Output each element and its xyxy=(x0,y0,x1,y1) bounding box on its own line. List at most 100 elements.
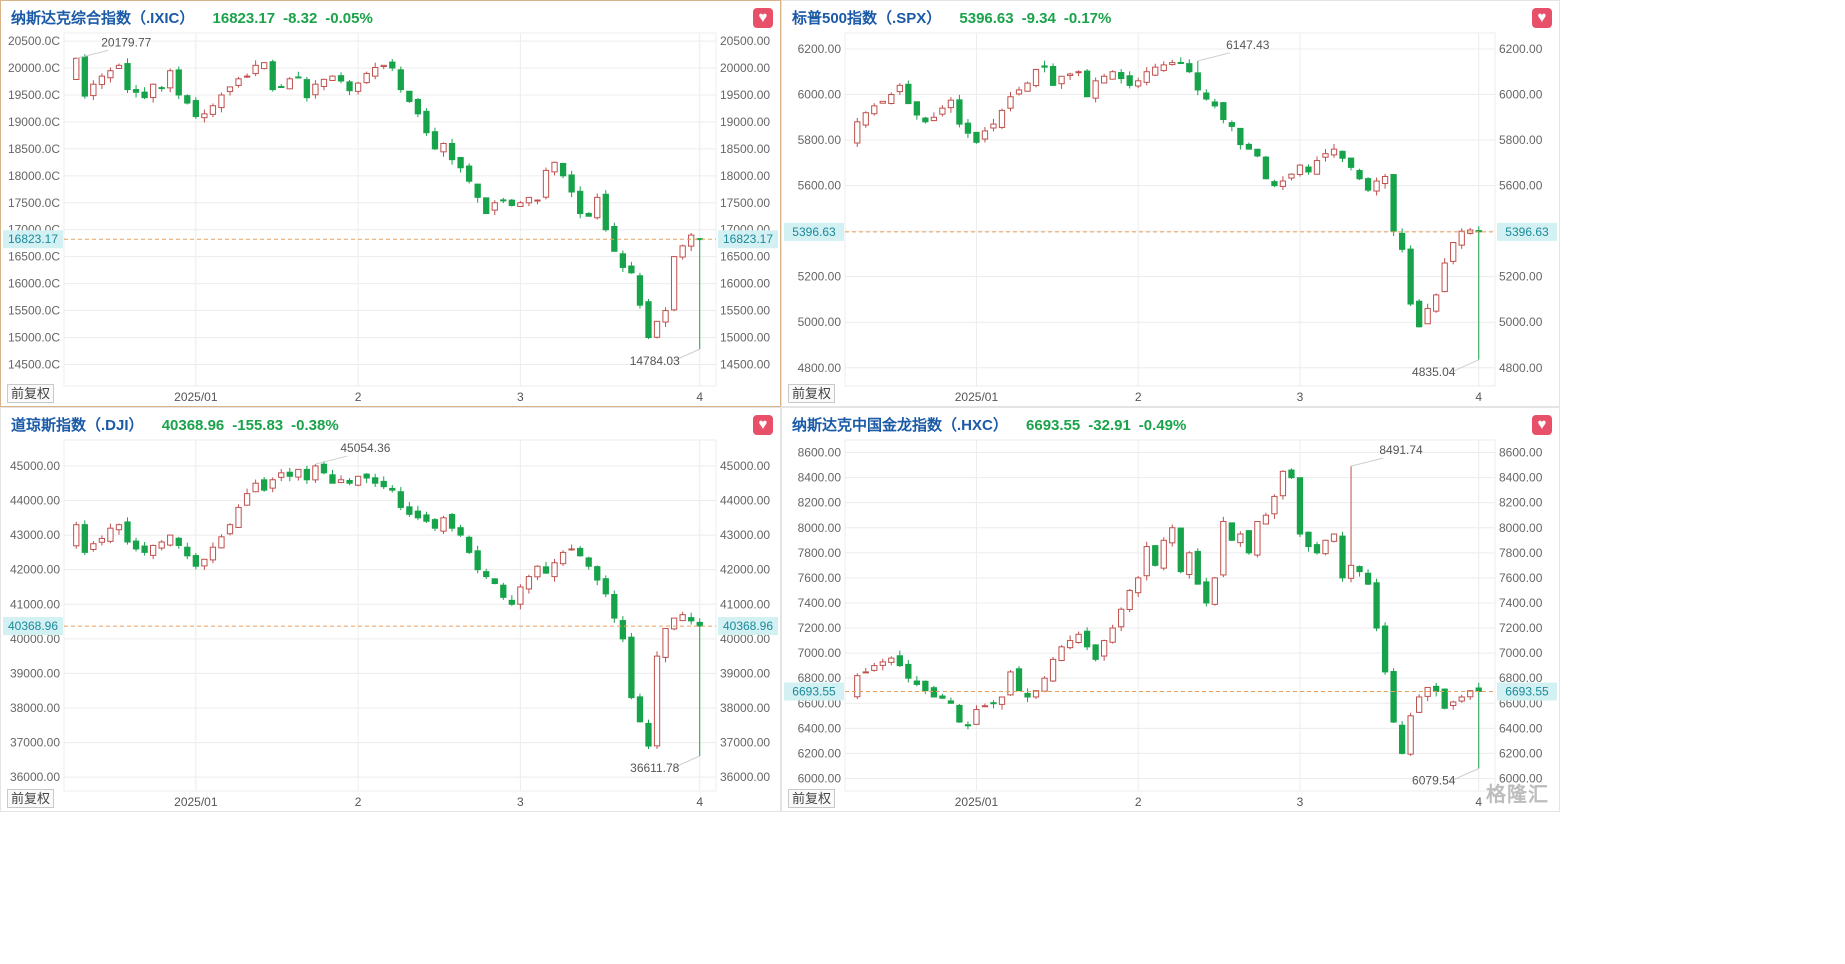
candle-body xyxy=(500,584,507,598)
candle-body xyxy=(329,474,336,484)
adjust-mode-badge[interactable]: 前复权 xyxy=(788,384,836,403)
candle-body xyxy=(474,183,481,198)
candle-body xyxy=(956,99,963,125)
candlestick-chart[interactable]: 36000.00 36000.00 37000.00 37000.00 38000.00… xyxy=(1,408,782,813)
candle-body xyxy=(209,105,217,115)
y-tick-label-left: 7800.00 xyxy=(798,546,842,560)
candle-body xyxy=(1041,677,1048,692)
candle-body xyxy=(930,116,938,122)
candle-body xyxy=(1211,577,1218,605)
panel-ixic[interactable]: 纳斯达克综合指数（.IXIC） 16823.17 -8.32 -0.05% ♥ 14… xyxy=(0,0,781,407)
y-tick-label-left: 16500.0C xyxy=(8,250,60,264)
heart-icon[interactable]: ♥ xyxy=(753,415,773,435)
y-tick-label-right: 6200.00 xyxy=(1499,42,1543,56)
heart-icon[interactable]: ♥ xyxy=(1532,8,1552,28)
candle-body xyxy=(888,657,895,663)
y-tick-label-left: 37000.00 xyxy=(10,736,60,750)
y-tick-label-right: 16000.00 xyxy=(720,277,770,291)
adjust-mode-badge[interactable]: 前复权 xyxy=(7,384,55,403)
candle-body xyxy=(1373,582,1380,629)
y-tick-label-left: 14500.0C xyxy=(8,357,60,371)
candle-body xyxy=(508,199,515,206)
panel-hxc[interactable]: 纳斯达克中国金龙指数（.HXC） 6693.55 -32.91 -0.49% ♥ 6… xyxy=(781,407,1560,812)
candle-body xyxy=(184,95,191,104)
candle-body xyxy=(1194,72,1201,91)
y-tick-label-left: 4800.00 xyxy=(798,361,842,375)
candle-body xyxy=(201,558,208,567)
current-price-tag-right: 5396.63 xyxy=(1505,225,1549,239)
y-tick-label-left: 20500.0C xyxy=(8,34,60,48)
candle-body xyxy=(602,578,609,595)
y-tick-label-left: 41000.00 xyxy=(10,597,60,611)
heart-icon[interactable]: ♥ xyxy=(1532,415,1552,435)
candle-body xyxy=(98,538,106,543)
candle-body xyxy=(559,162,567,177)
candle-body xyxy=(363,72,370,84)
y-tick-label-right: 4800.00 xyxy=(1499,361,1543,375)
candle-body xyxy=(431,131,439,150)
candle-body xyxy=(508,599,515,605)
candle-body xyxy=(1288,173,1295,179)
y-tick-label-right: 20500.00 xyxy=(720,34,770,48)
candle-body xyxy=(448,513,456,529)
candle-body xyxy=(871,105,878,115)
candle-body xyxy=(594,566,601,581)
candle-body xyxy=(1101,75,1108,84)
candle-body xyxy=(389,61,396,69)
x-tick-label: 3 xyxy=(517,795,524,809)
current-price-tag-left: 16823.17 xyxy=(8,232,58,246)
candle-body xyxy=(1330,148,1338,156)
candle-body xyxy=(998,109,1006,128)
y-tick-label-left: 5000.00 xyxy=(798,315,842,329)
y-tick-label-right: 45000.00 xyxy=(720,459,770,473)
candlestick-chart[interactable]: 6000.00 6000.00 6200.00 6200.00 6400.00 6400.… xyxy=(782,408,1561,813)
x-tick-label: 2025/01 xyxy=(955,795,999,809)
annotation-leader xyxy=(1350,457,1384,467)
y-tick-label-left: 43000.00 xyxy=(10,528,60,542)
candle-body xyxy=(1347,157,1355,168)
y-tick-label-right: 18500.00 xyxy=(720,142,770,156)
candle-body xyxy=(1135,577,1142,594)
candle-body xyxy=(209,546,217,561)
candle-body xyxy=(483,197,490,215)
candle-body xyxy=(559,551,567,565)
y-tick-label-right: 5200.00 xyxy=(1499,270,1543,284)
candle-body xyxy=(132,540,140,550)
panel-dji[interactable]: 道琼斯指数（.DJI） 40368.96 -155.83 -0.38% ♥ 3600… xyxy=(0,407,781,812)
candle-body xyxy=(1339,535,1346,579)
candle-body xyxy=(525,576,533,590)
candle-body xyxy=(636,696,644,723)
candle-body xyxy=(457,156,464,169)
candle-body xyxy=(879,661,886,666)
candle-body xyxy=(854,675,861,698)
candle-body xyxy=(192,555,199,567)
annotation-leader xyxy=(315,455,348,465)
candle-body xyxy=(568,174,575,193)
annotation-leader xyxy=(76,49,109,59)
candle-body xyxy=(1441,262,1448,293)
index-change-pct: -0.05% xyxy=(325,10,373,27)
candle-body xyxy=(1467,690,1474,698)
candlestick-chart[interactable]: 14500.0C 14500.00 15000.0C 15000.00 15500.0C… xyxy=(1,1,782,408)
candle-body xyxy=(1381,625,1389,673)
y-tick-label-left: 15000.0C xyxy=(8,330,60,344)
candle-body xyxy=(905,83,912,105)
adjust-mode-badge[interactable]: 前复权 xyxy=(7,789,55,808)
chart-header: 纳斯达克中国金龙指数（.HXC） 6693.55 -32.91 -0.49% xyxy=(792,414,1194,435)
adjust-mode-badge[interactable]: 前复权 xyxy=(788,789,836,808)
panel-spx[interactable]: 标普500指数（.SPX） 5396.63 -9.34 -0.17% ♥ 4800.… xyxy=(781,0,1560,407)
candle-body xyxy=(286,78,293,90)
candle-body xyxy=(141,545,148,553)
candlestick-chart[interactable]: 4800.00 4800.00 5000.00 5000.00 5200.00 5200.… xyxy=(782,1,1561,408)
candle-body xyxy=(226,86,234,93)
candle-body xyxy=(990,702,997,705)
x-tick-label: 4 xyxy=(696,390,703,404)
heart-icon[interactable]: ♥ xyxy=(753,8,773,28)
candle-body xyxy=(124,63,131,91)
candle-body xyxy=(1262,156,1270,180)
y-tick-label-left: 15500.0C xyxy=(8,304,60,318)
y-tick-label-right: 15000.00 xyxy=(720,330,770,344)
candle-body xyxy=(1118,608,1125,628)
y-tick-label-right: 6800.00 xyxy=(1499,671,1543,685)
candle-body xyxy=(1313,160,1321,175)
